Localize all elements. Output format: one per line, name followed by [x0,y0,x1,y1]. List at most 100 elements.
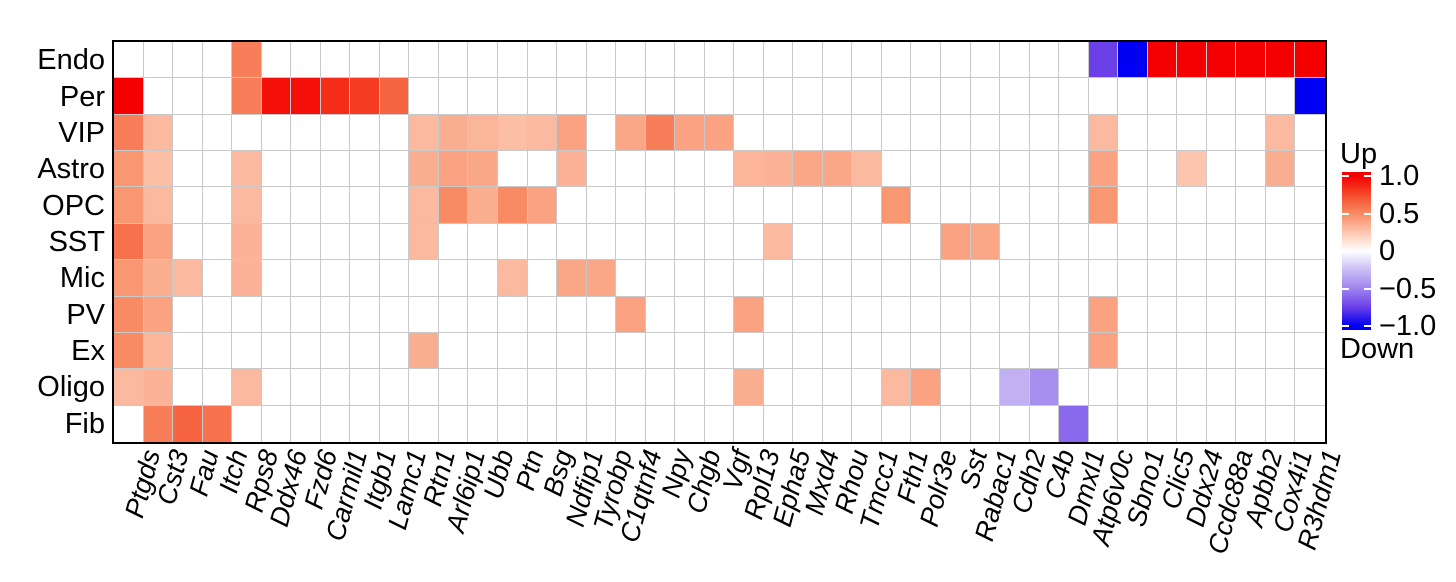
heatmap-cell [675,224,705,260]
colorbar-tick-mark [1342,288,1349,290]
heatmap-cell [1118,224,1148,260]
heatmap-cell [675,42,705,78]
heatmap-cell [321,42,350,78]
heatmap-cell [498,224,528,260]
heatmap-cell [173,333,203,369]
heatmap-cell [1030,224,1059,260]
heatmap-cell [203,297,232,333]
heatmap-cell [498,406,528,442]
heatmap-cell [409,333,439,369]
heatmap-cell [1030,297,1059,333]
heatmap-cell [144,187,173,224]
heatmap-cell [1177,42,1207,78]
colorbar-tick-mark [1364,175,1371,177]
heatmap-cell [882,406,911,442]
heatmap-cell [705,115,734,151]
heatmap-cell [409,42,439,78]
heatmap-cell [409,297,439,333]
heatmap-cell [852,115,882,151]
heatmap-cell [1236,151,1266,187]
heatmap-cell [114,115,144,151]
heatmap-cell [1059,260,1089,297]
heatmap-cell [941,42,971,78]
heatmap-cell [321,187,350,224]
heatmap-cell [262,115,291,151]
heatmap-cell [793,78,823,115]
heatmap-cell [439,224,468,260]
heatmap-cell [1295,369,1325,406]
colorbar-tick-label: 0.5 [1379,198,1420,230]
heatmap-cell [793,260,823,297]
colorbar-tick-label: −1.0 [1379,310,1437,342]
heatmap-cell [793,42,823,78]
heatmap-cell [557,369,587,406]
heatmap-cell [971,115,1000,151]
heatmap-cell [882,369,911,406]
heatmap-cell [705,260,734,297]
heatmap-cell [203,333,232,369]
heatmap-cell [144,151,173,187]
heatmap-cell [882,115,911,151]
heatmap-cell [793,224,823,260]
heatmap-cell [1000,260,1030,297]
heatmap-cell [1207,151,1236,187]
heatmap-cell [380,78,409,115]
heatmap-cell [1000,297,1030,333]
heatmap-cell [173,297,203,333]
heatmap-cell [262,333,291,369]
heatmap-cell [1177,406,1207,442]
heatmap-cell [705,78,734,115]
heatmap-cell [1236,224,1266,260]
heatmap-cell [734,187,764,224]
heatmap-cell [439,115,468,151]
heatmap-cell [587,333,616,369]
heatmap-cell [616,42,646,78]
heatmap-cell [291,151,321,187]
heatmap-cell [675,369,705,406]
heatmap-cell [1000,187,1030,224]
heatmap-cell [911,260,941,297]
heatmap-cell [528,115,557,151]
heatmap-cell [173,151,203,187]
heatmap-cell [1177,333,1207,369]
heatmap-cell [321,224,350,260]
heatmap-cell [1030,42,1059,78]
heatmap-cell [498,42,528,78]
heatmap-cell [232,187,262,224]
heatmap-cell [114,297,144,333]
heatmap-cell [498,260,528,297]
colorbar-tick-mark [1364,325,1371,327]
heatmap-cell [321,369,350,406]
heatmap-cell [350,115,380,151]
heatmap-cell [350,333,380,369]
heatmap-cell [1089,406,1118,442]
heatmap-cell [468,297,498,333]
heatmap-cell [468,333,498,369]
heatmap-cell [262,151,291,187]
heatmap-cell [941,369,971,406]
heatmap-cell [734,115,764,151]
heatmap-cell [528,187,557,224]
heatmap-cell [409,224,439,260]
heatmap-cell [911,369,941,406]
heatmap-cell [646,333,675,369]
colorbar-tick-mark [1342,250,1349,252]
heatmap-cell [321,406,350,442]
heatmap-cell [409,78,439,115]
heatmap-cell [557,224,587,260]
colorbar-tick-label: 0 [1379,235,1396,267]
heatmap-cell [587,187,616,224]
heatmap-cell [468,224,498,260]
heatmap-cell [646,297,675,333]
heatmap-cell [528,369,557,406]
heatmap-cell [1030,151,1059,187]
heatmap-cell [1118,369,1148,406]
heatmap-cell [557,151,587,187]
heatmap-cell [350,224,380,260]
heatmap-cell [1207,406,1236,442]
heatmap-cell [262,297,291,333]
heatmap-cell [1059,115,1089,151]
heatmap-cell [1266,333,1295,369]
heatmap-cell [1118,297,1148,333]
heatmap-cell [823,78,852,115]
